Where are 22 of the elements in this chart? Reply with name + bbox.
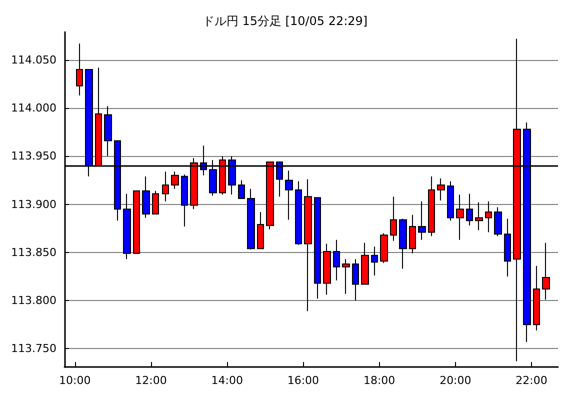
y-tick-label: 114.050 (10, 53, 56, 66)
x-tick-label: 12:00 (135, 374, 167, 387)
y-tick-label: 113.750 (10, 342, 56, 356)
x-tick-label: 10:00 (59, 374, 91, 387)
x-tick-label: 16:00 (287, 374, 320, 387)
chart-title: ドル円 15分足 [10/05 22:29] (202, 14, 368, 28)
y-tick-label: 113.900 (10, 198, 56, 211)
y-tick-label: 114.000 (10, 102, 56, 115)
candlestick (171, 171, 179, 190)
y-tick-label: 113.850 (10, 246, 56, 259)
candlestick (162, 171, 169, 202)
candlestick (238, 180, 245, 200)
candlestick (494, 206, 502, 237)
y-tick-label: 113.950 (10, 150, 56, 163)
candlestick (342, 258, 350, 294)
x-tick-label: 18:00 (363, 374, 396, 387)
candlestick (257, 212, 264, 250)
x-tick-label: 20:00 (440, 374, 472, 387)
x-tick-label: 14:00 (211, 374, 243, 387)
candlestick (437, 178, 445, 201)
y-tick-label: 113.800 (10, 294, 56, 308)
x-tick-label: 22:00 (516, 374, 548, 387)
